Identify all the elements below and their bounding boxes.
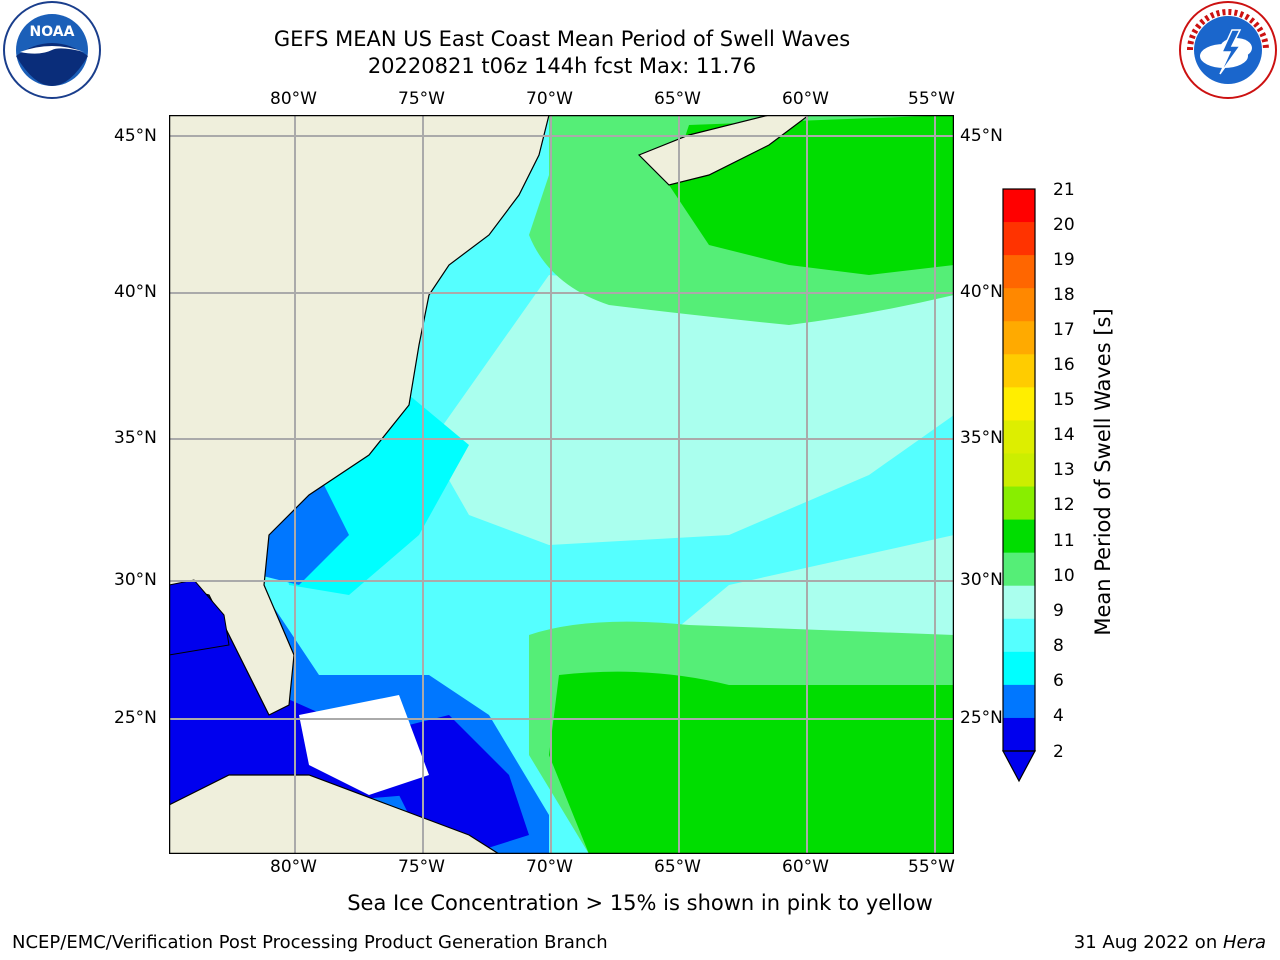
colorbar-swatch xyxy=(1003,288,1035,322)
colorbar-swatch xyxy=(1003,618,1035,653)
colorbar-swatch xyxy=(1003,420,1035,454)
lat-label-left: 30°N xyxy=(114,570,157,590)
colorbar-tick: 6 xyxy=(1053,671,1064,691)
colorbar-swatch xyxy=(1003,651,1035,686)
colorbar xyxy=(1002,188,1036,784)
colorbar-tick: 20 xyxy=(1053,215,1075,235)
graticule xyxy=(169,115,954,854)
lon-label-top: 70°W xyxy=(526,89,573,109)
lat-label-right: 40°N xyxy=(960,282,1003,302)
colorbar-tick: 21 xyxy=(1053,180,1075,200)
lon-label-bottom: 65°W xyxy=(654,857,701,877)
nws-logo xyxy=(1176,0,1280,100)
noaa-logo: NOAA xyxy=(0,0,104,100)
footer-date-text: 31 Aug 2022 on xyxy=(1073,932,1223,953)
colorbar-tick: 4 xyxy=(1053,706,1064,726)
lat-label-left: 40°N xyxy=(114,282,157,302)
colorbar-tick: 19 xyxy=(1053,250,1075,270)
colorbar-swatch xyxy=(1003,486,1035,521)
colorbar-swatch xyxy=(1003,453,1035,488)
lat-label-left: 45°N xyxy=(114,126,157,146)
colorbar-swatches xyxy=(1002,188,1036,783)
colorbar-tick: 14 xyxy=(1053,425,1075,445)
colorbar-swatch xyxy=(1003,255,1035,289)
colorbar-label: Mean Period of Swell Waves [s] xyxy=(1091,308,1115,635)
lat-label-right: 45°N xyxy=(960,126,1003,146)
swell-period-map xyxy=(168,114,955,855)
lon-label-bottom: 60°W xyxy=(782,857,829,877)
colorbar-outline xyxy=(1002,188,1036,752)
lon-label-bottom: 80°W xyxy=(270,857,317,877)
lat-label-right: 25°N xyxy=(960,708,1003,728)
footer-host: Hera xyxy=(1222,932,1266,953)
colorbar-tick: 18 xyxy=(1053,285,1075,305)
lat-label-left: 25°N xyxy=(114,708,157,728)
colorbar-tick: 12 xyxy=(1053,495,1075,515)
sea-ice-note: Sea Ice Concentration > 15% is shown in … xyxy=(347,891,933,915)
colorbar-swatch xyxy=(1003,222,1035,256)
colorbar-tick: 2 xyxy=(1053,742,1064,762)
colorbar-tick: 11 xyxy=(1053,531,1075,551)
colorbar-swatch xyxy=(1003,585,1035,620)
colorbar-tick: 17 xyxy=(1053,320,1075,340)
chart-title: GEFS MEAN US East Coast Mean Period of S… xyxy=(273,27,851,51)
lon-label-top: 65°W xyxy=(654,89,701,109)
colorbar-swatch xyxy=(1003,321,1035,355)
lon-label-bottom: 70°W xyxy=(526,857,573,877)
lat-label-right: 35°N xyxy=(960,428,1003,448)
lon-label-bottom: 55°W xyxy=(908,857,955,877)
lat-label-left: 35°N xyxy=(114,428,157,448)
colorbar-swatch xyxy=(1003,552,1035,587)
footer-credit: NCEP/EMC/Verification Post Processing Pr… xyxy=(12,932,608,953)
colorbar-swatch xyxy=(1003,189,1035,223)
lon-label-top: 60°W xyxy=(782,89,829,109)
colorbar-swatch xyxy=(1003,684,1035,719)
colorbar-swatch xyxy=(1003,717,1035,752)
colorbar-swatch xyxy=(1003,387,1035,421)
colorbar-tick: 8 xyxy=(1053,636,1064,656)
noaa-logo-text: NOAA xyxy=(30,24,75,40)
chart-subtitle: 20220821 t06z 144h fcst Max: 11.76 xyxy=(367,54,757,78)
lon-label-bottom: 75°W xyxy=(398,857,445,877)
footer-date: 31 Aug 2022 on Hera xyxy=(1074,932,1266,953)
lon-label-top: 75°W xyxy=(398,89,445,109)
colorbar-swatch xyxy=(1003,354,1035,388)
lat-label-right: 30°N xyxy=(960,570,1003,590)
colorbar-tick: 16 xyxy=(1053,355,1075,375)
lon-label-top: 80°W xyxy=(270,89,317,109)
colorbar-tick: 9 xyxy=(1053,601,1064,621)
colorbar-tick: 13 xyxy=(1053,460,1075,480)
colorbar-tick: 10 xyxy=(1053,566,1075,586)
colorbar-label-wrap: Mean Period of Swell Waves [s] xyxy=(1084,272,1124,672)
colorbar-swatch xyxy=(1003,519,1035,554)
sea-ice-note-wrap: Sea Ice Concentration > 15% is shown in … xyxy=(0,891,1280,915)
colorbar-under-arrow xyxy=(1002,750,1036,783)
lon-label-top: 55°W xyxy=(908,89,955,109)
map-panel xyxy=(168,114,955,855)
colorbar-tick: 15 xyxy=(1053,390,1075,410)
